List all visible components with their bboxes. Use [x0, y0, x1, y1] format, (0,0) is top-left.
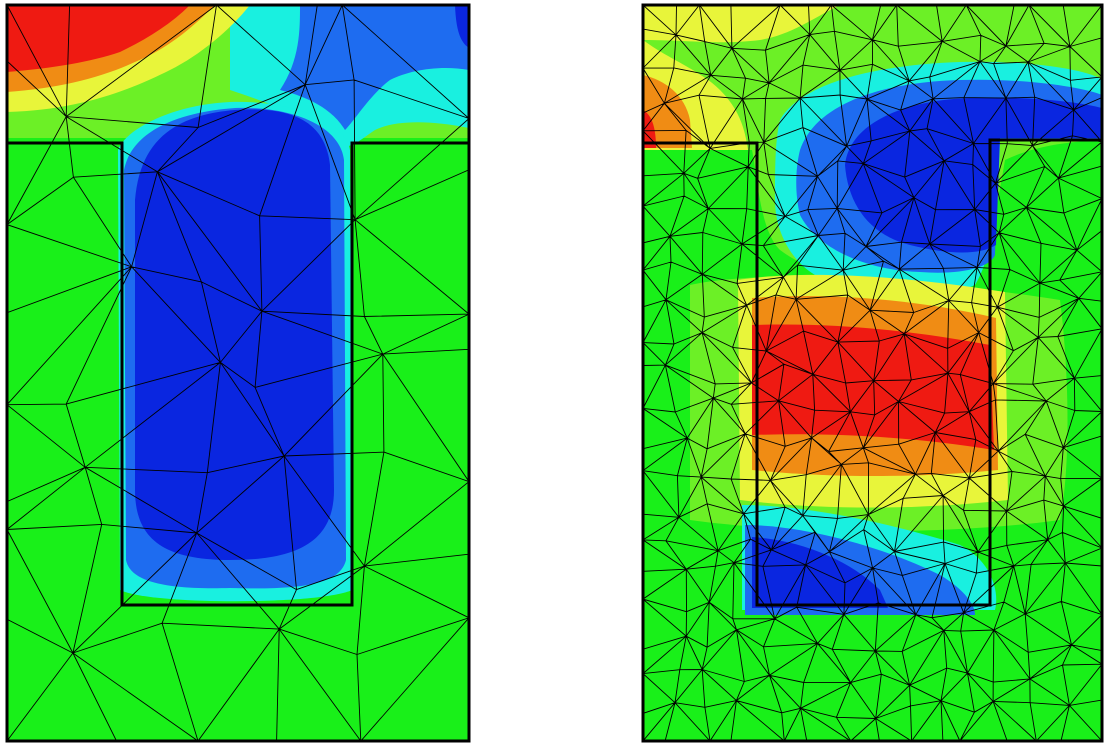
left-slot-darkblue-core [135, 109, 334, 561]
right-bottom-darkblue [752, 537, 888, 608]
left-domain-border [5, 3, 471, 743]
left-mesh [7, 5, 469, 741]
left-top-band-blue [280, 5, 469, 130]
right-domain-border [641, 3, 1104, 743]
right-mesh [643, 5, 1102, 741]
left-top-band-red [7, 5, 190, 72]
right-mesh-triangle-edges [643, 5, 1102, 741]
left-outline [5, 3, 471, 743]
left-mesh-triangle-edges [7, 5, 469, 741]
left-slot-outline [7, 141, 469, 607]
right-slot-red [752, 324, 994, 450]
left-top-band-darkblue [455, 5, 469, 48]
right-panel [643, 5, 1102, 741]
right-outline [641, 3, 1104, 743]
right-slot-outline [643, 138, 1102, 607]
left-panel [7, 5, 469, 741]
right-top-band-red [643, 110, 656, 148]
right-top-band-orange [643, 75, 692, 148]
